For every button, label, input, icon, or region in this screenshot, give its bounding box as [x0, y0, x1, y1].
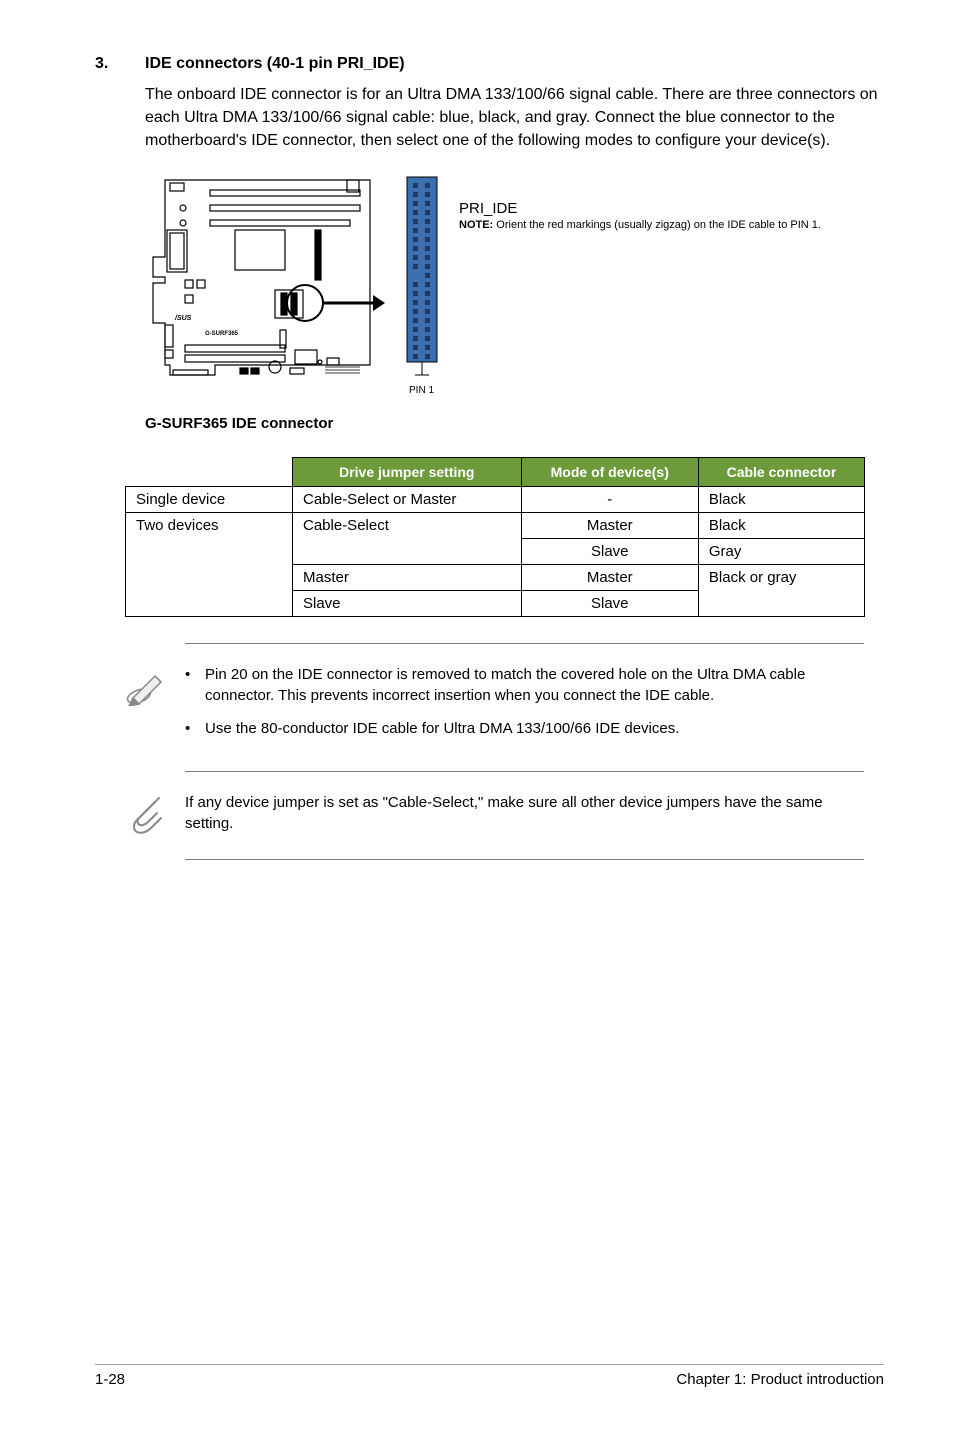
table-row: Single device Cable-Select or Master - B…: [126, 486, 865, 512]
pencil-icon: [125, 664, 185, 711]
cell: Black: [698, 512, 864, 538]
diagram-caption: G-SURF365 IDE connector: [145, 415, 884, 432]
connector-column: PIN 1: [405, 175, 439, 396]
list-item: Use the 80-conductor IDE cable for Ultra…: [205, 718, 864, 739]
paperclip-note-block: If any device jumper is set as "Cable-Se…: [125, 780, 864, 851]
th-drive-jumper: Drive jumper setting: [293, 457, 522, 486]
diagram-notes: PRI_IDE NOTE: Orient the red markings (u…: [459, 175, 821, 232]
cell: Gray: [698, 538, 864, 564]
cell: Slave: [521, 538, 698, 564]
svg-text:/SUS: /SUS: [174, 315, 192, 322]
cell: Slave: [521, 590, 698, 616]
pin-1-label: PIN 1: [409, 385, 439, 396]
paperclip-note-content: If any device jumper is set as "Cable-Se…: [185, 792, 864, 834]
note-bold: NOTE:: [459, 219, 493, 231]
cell: Single device: [126, 486, 293, 512]
cell: -: [521, 486, 698, 512]
cell: Master: [293, 564, 522, 590]
orient-note: NOTE: Orient the red markings (usually z…: [459, 219, 821, 232]
motherboard-diagram: /SUS G-SURF365: [145, 175, 385, 405]
divider: [185, 643, 864, 644]
paperclip-icon: [125, 792, 185, 839]
section-title: IDE connectors (40-1 pin PRI_IDE): [145, 55, 405, 73]
th-empty: [126, 457, 293, 486]
pri-ide-label: PRI_IDE: [459, 200, 821, 217]
section-number: 3.: [95, 55, 145, 73]
cell: Master: [521, 512, 698, 538]
footer-chapter: Chapter 1: Product introduction: [676, 1371, 884, 1388]
section-header: 3. IDE connectors (40-1 pin PRI_IDE): [95, 55, 884, 73]
cell: Cable-Select or Master: [293, 486, 522, 512]
diagram-area: /SUS G-SURF365: [145, 175, 884, 405]
cell: Master: [521, 564, 698, 590]
cell: Two devices: [126, 512, 293, 616]
cell: Cable-Select: [293, 512, 522, 564]
ide-connector-icon: [405, 175, 439, 380]
list-item: Pin 20 on the IDE connector is removed t…: [205, 664, 864, 706]
cell: Black or gray: [698, 564, 864, 616]
cell: Slave: [293, 590, 522, 616]
drive-jumper-table: Drive jumper setting Mode of device(s) C…: [125, 457, 865, 617]
footer-page-number: 1-28: [95, 1371, 125, 1388]
pencil-note-content: Pin 20 on the IDE connector is removed t…: [185, 664, 864, 751]
pencil-note-block: Pin 20 on the IDE connector is removed t…: [125, 652, 864, 763]
th-cable: Cable connector: [698, 457, 864, 486]
table-row: Two devices Cable-Select Master Black: [126, 512, 865, 538]
note-rest: Orient the red markings (usually zigzag)…: [493, 219, 821, 231]
divider: [185, 859, 864, 860]
body-paragraph: The onboard IDE connector is for an Ultr…: [145, 83, 884, 153]
page-footer: 1-28 Chapter 1: Product introduction: [95, 1364, 884, 1388]
th-mode: Mode of device(s): [521, 457, 698, 486]
divider: [185, 771, 864, 772]
cell: Black: [698, 486, 864, 512]
svg-text:G-SURF365: G-SURF365: [205, 331, 239, 337]
